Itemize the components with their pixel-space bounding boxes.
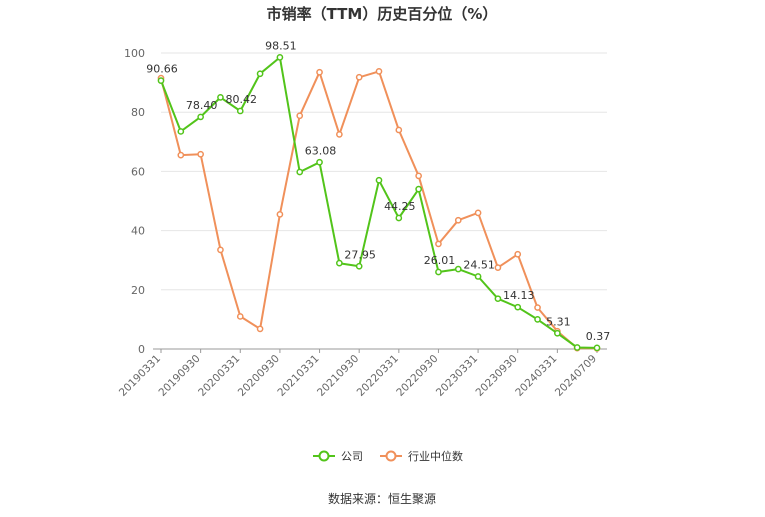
data-point-1[interactable] [395, 126, 403, 134]
data-point-0[interactable] [316, 158, 323, 166]
data-point-1[interactable] [316, 68, 323, 76]
series-line-1 [160, 70, 598, 350]
x-tick-label: 20190930 [156, 353, 202, 399]
grid-lines [161, 52, 607, 291]
data-point-1[interactable] [435, 240, 442, 248]
data-labels: 90.66 78.40 80.42 98.51 63.08 27.95 44.25 26.01… [146, 39, 610, 342]
y-tick-label: 40 [131, 225, 145, 238]
chart-title: 市销率（TTM）历史百分位（%） [267, 5, 498, 23]
data-label: 63.08 [305, 144, 337, 157]
legend-swatch-marker [318, 450, 330, 462]
x-tick-label: 20190331 [117, 353, 163, 399]
legend-item-1[interactable]: 行业中位数 [380, 449, 463, 463]
data-point-1[interactable] [217, 246, 224, 254]
data-point-0[interactable] [534, 316, 541, 323]
data-point-0[interactable] [554, 329, 561, 337]
data-point-1[interactable] [276, 210, 284, 218]
data-point-0[interactable] [197, 113, 204, 121]
data-source: 数据来源：恒生聚源 [328, 491, 436, 506]
data-point-1[interactable] [177, 151, 185, 159]
data-label: 98.51 [265, 39, 297, 52]
data-label: 90.66 [146, 63, 178, 76]
data-point-1[interactable] [534, 304, 541, 311]
data-point-1[interactable] [514, 250, 522, 258]
data-point-0[interactable] [494, 295, 502, 303]
data-label: 78.40 [186, 99, 218, 112]
data-label: 27.95 [344, 248, 376, 261]
data-label: 14.13 [503, 289, 535, 302]
data-point-1[interactable] [415, 172, 422, 180]
legend-label: 公司 [341, 450, 363, 463]
data-point-0[interactable] [177, 128, 185, 135]
legend-item-0[interactable]: 公司 [313, 450, 363, 463]
data-point-1[interactable] [236, 313, 244, 320]
data-point-1[interactable] [474, 209, 482, 217]
series-layer [157, 54, 601, 352]
y-tick-label: 20 [131, 284, 145, 297]
x-tick-label: 20240709 [553, 353, 599, 399]
x-tick-label: 20220331 [355, 353, 401, 399]
x-tick-label: 20200331 [196, 353, 242, 399]
data-point-1[interactable] [296, 112, 304, 120]
data-label: 24.51 [463, 258, 495, 271]
data-label: 80.42 [226, 93, 258, 106]
data-point-1[interactable] [256, 325, 264, 333]
data-point-0[interactable] [355, 262, 363, 270]
data-point-1[interactable] [454, 216, 462, 224]
data-point-0[interactable] [336, 259, 343, 267]
data-point-0[interactable] [573, 344, 581, 351]
legend-label: 行业中位数 [408, 449, 463, 463]
x-tick-label: 20210331 [275, 353, 321, 399]
data-label: 26.01 [424, 254, 456, 267]
data-point-0[interactable] [514, 303, 522, 311]
data-label: 0.37 [586, 330, 611, 343]
data-point-0[interactable] [375, 176, 383, 184]
data-point-1[interactable] [355, 73, 363, 81]
x-tick-label: 20220930 [394, 353, 440, 399]
data-point-1[interactable] [197, 150, 204, 158]
y-tick-label: 60 [131, 165, 145, 178]
data-point-0[interactable] [296, 168, 304, 176]
data-point-1[interactable] [336, 131, 343, 138]
x-tick-label: 20210930 [315, 353, 361, 399]
data-point-0[interactable] [435, 268, 442, 276]
data-point-1[interactable] [375, 68, 383, 75]
y-tick-label: 100 [124, 47, 145, 60]
data-label: 5.31 [546, 315, 571, 328]
data-point-0[interactable] [454, 265, 462, 273]
data-point-1[interactable] [494, 264, 502, 271]
data-point-0[interactable] [217, 94, 224, 101]
x-tick-label: 20200930 [236, 353, 282, 399]
legend[interactable]: 公司 行业中位数 [313, 449, 463, 463]
data-point-0[interactable] [157, 77, 165, 84]
data-point-0[interactable] [593, 344, 601, 352]
x-tick-label: 20230331 [434, 353, 480, 399]
data-point-0[interactable] [256, 70, 264, 78]
data-label: 44.25 [384, 200, 416, 213]
legend-swatch-marker [385, 450, 397, 462]
data-point-0[interactable] [395, 214, 403, 222]
data-point-0[interactable] [474, 273, 482, 280]
x-tick-label: 20240331 [513, 353, 559, 399]
data-point-0[interactable] [276, 54, 284, 61]
data-point-0[interactable] [415, 185, 422, 193]
y-tick-label: 80 [131, 106, 145, 119]
data-point-0[interactable] [236, 107, 244, 115]
y-tick-label: 0 [138, 343, 145, 356]
x-tick-label: 20230930 [474, 353, 520, 399]
